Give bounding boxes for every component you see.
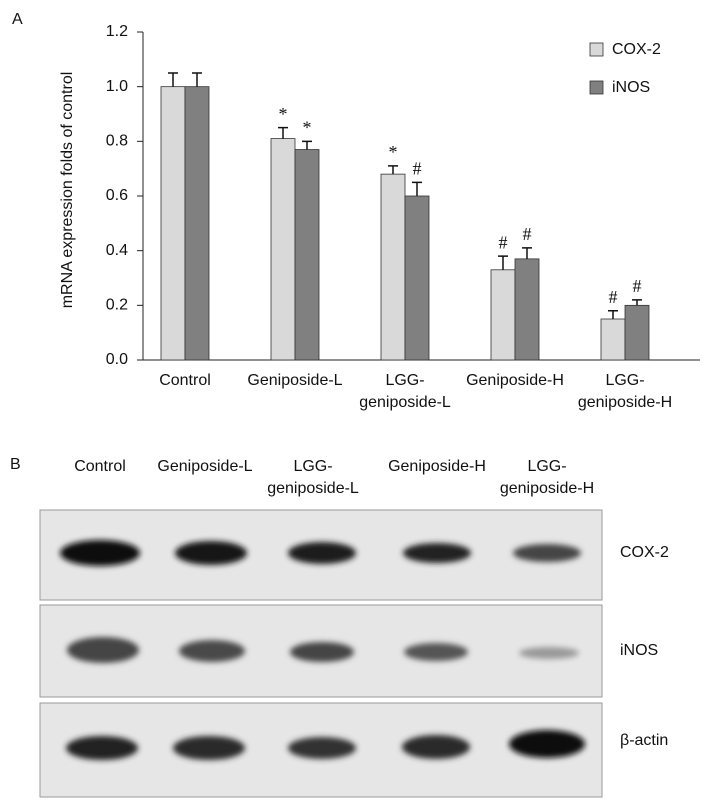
x-tick-label: LGG-geniposide-L [359, 372, 451, 411]
row-label: iNOS [620, 642, 658, 659]
band [60, 540, 140, 566]
error-bar [498, 255, 508, 270]
panel-label: B [10, 456, 21, 473]
x-tick-label: Geniposide-H [466, 372, 564, 389]
bar [514, 258, 540, 361]
panel-label: A [12, 11, 23, 28]
band [175, 541, 247, 565]
lane-label: Geniposide-L [157, 458, 253, 475]
bar [160, 86, 186, 361]
band [67, 637, 139, 663]
error-bar [522, 247, 532, 259]
error-bar [388, 165, 398, 175]
bar [184, 86, 210, 361]
band [404, 643, 468, 661]
band [513, 544, 581, 562]
x-tick-label: Geniposide-L [247, 372, 343, 389]
error-bar [278, 126, 288, 139]
bar [490, 269, 516, 361]
bar [270, 138, 296, 361]
row-label: COX-2 [620, 544, 669, 561]
error-bar [632, 299, 642, 306]
legend-label: iNOS [612, 79, 650, 96]
y-tick-label: 0.8 [106, 133, 128, 150]
significance-marker: * [279, 104, 288, 124]
band [290, 642, 354, 662]
lane-label: Geniposide-H [388, 458, 486, 475]
y-tick-label: 0.6 [106, 187, 128, 204]
lane-label: LGG-geniposide-H [499, 458, 595, 497]
significance-marker: * [303, 117, 312, 137]
significance-marker: # [413, 158, 422, 178]
band [288, 737, 356, 759]
error-bar [608, 310, 618, 319]
legend-swatch [589, 42, 604, 57]
y-tick-label: 1.2 [106, 23, 128, 40]
band [173, 736, 245, 760]
significance-marker: # [499, 232, 508, 252]
y-tick-label: 1.0 [106, 78, 128, 95]
band [519, 647, 579, 659]
x-tick-label: Control [159, 372, 211, 389]
row-label: β-actin [620, 732, 668, 749]
band [66, 736, 138, 760]
significance-marker: # [523, 224, 532, 244]
lane-label: Control [74, 458, 126, 475]
bar [600, 318, 626, 361]
bar [380, 173, 406, 361]
error-bar [192, 72, 202, 87]
bar [624, 304, 650, 361]
error-bar [168, 72, 178, 87]
significance-marker: * [389, 142, 398, 162]
blot [39, 509, 603, 798]
y-tick-label: 0.2 [106, 297, 128, 314]
error-bar [412, 181, 422, 196]
legend-label: COX-2 [612, 41, 661, 58]
band [509, 730, 585, 758]
y-tick-label: 0.4 [106, 242, 128, 259]
y-tick-label: 0.0 [106, 351, 128, 368]
x-tick-label: LGG-geniposide-H [577, 372, 673, 411]
y-axis-label: mRNA expression folds of control [59, 72, 76, 309]
band [179, 640, 245, 662]
error-bar [302, 140, 312, 150]
legend-swatch [589, 80, 604, 95]
band [402, 735, 470, 759]
lane-label: LGG-geniposide-L [267, 458, 359, 497]
band [403, 543, 471, 563]
bar [404, 195, 430, 361]
significance-marker: # [609, 287, 618, 307]
band [288, 542, 356, 564]
significance-marker: # [633, 276, 642, 296]
bar [294, 149, 320, 361]
